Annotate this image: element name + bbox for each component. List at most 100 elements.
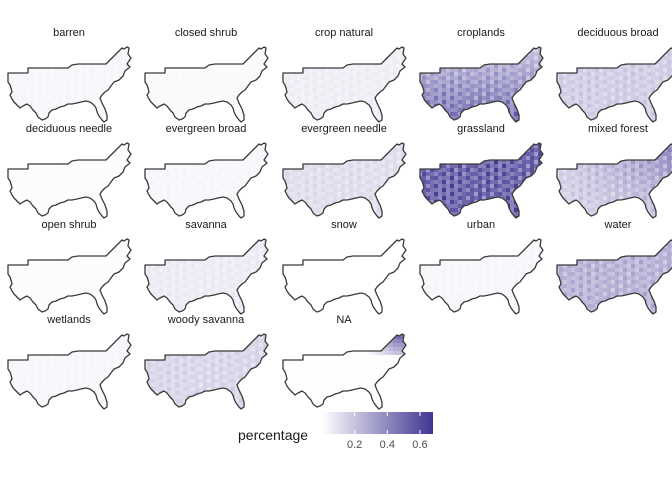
map-cell xyxy=(239,88,244,93)
map-cell xyxy=(579,80,584,85)
map-cell xyxy=(623,80,628,85)
map-cell xyxy=(289,68,294,73)
map-cell xyxy=(591,92,596,97)
map-cell xyxy=(498,88,503,93)
map-cell xyxy=(58,200,63,205)
map-cell xyxy=(353,80,358,85)
map-cell xyxy=(179,212,184,217)
map-cell xyxy=(255,180,260,185)
map-cell xyxy=(466,100,471,105)
map-cell xyxy=(151,188,156,193)
map-cell xyxy=(643,80,648,85)
map-cell xyxy=(22,196,27,201)
map-cell xyxy=(655,52,660,57)
map-cell xyxy=(94,172,99,177)
map-cell xyxy=(58,184,63,189)
map-cell xyxy=(191,184,196,189)
map-cell xyxy=(34,96,39,101)
map-cell xyxy=(506,76,511,81)
map-cell xyxy=(219,184,224,189)
map-cell xyxy=(309,180,314,185)
map-cell xyxy=(526,76,531,81)
map-cell xyxy=(235,100,240,105)
map-cell xyxy=(98,200,103,205)
facet-map xyxy=(556,47,672,123)
map-cell xyxy=(183,80,188,85)
map-cell xyxy=(219,180,224,185)
map-cell xyxy=(179,72,184,77)
map-cell xyxy=(289,47,294,49)
map-cell xyxy=(365,84,370,89)
map-cell xyxy=(438,100,443,105)
map-cell xyxy=(635,112,640,117)
map-cell xyxy=(82,47,87,49)
map-cell xyxy=(239,52,244,57)
map-cell xyxy=(345,108,350,113)
map-cell xyxy=(454,72,459,77)
map-cell xyxy=(187,152,192,157)
map-cell xyxy=(8,47,11,49)
map-cell xyxy=(26,76,31,81)
map-cell xyxy=(22,168,27,173)
map-cell xyxy=(18,188,23,193)
map-cell xyxy=(74,76,79,81)
map-cell xyxy=(235,92,240,97)
map-cell xyxy=(397,176,402,181)
map-cell xyxy=(203,143,208,145)
map-cell xyxy=(203,84,208,89)
map-cell xyxy=(393,168,398,173)
map-cell xyxy=(30,188,35,193)
map-cell xyxy=(377,143,382,145)
map-cell xyxy=(462,100,467,105)
map-cell xyxy=(667,72,672,77)
map-cell xyxy=(155,192,160,197)
map-cell xyxy=(397,180,402,185)
map-cell xyxy=(313,148,318,153)
map-cell xyxy=(263,216,268,218)
map-cell xyxy=(667,96,672,101)
map-cell xyxy=(341,188,346,193)
map-cell xyxy=(22,64,27,69)
map-cell xyxy=(98,172,103,177)
map-cell xyxy=(151,47,156,49)
map-cell xyxy=(163,100,168,105)
map-cell xyxy=(223,112,228,117)
map-cell xyxy=(211,84,216,89)
map-cell xyxy=(66,180,71,185)
map-cell xyxy=(90,184,95,189)
map-cell xyxy=(494,56,499,61)
map-cell xyxy=(255,88,260,93)
map-cell xyxy=(187,84,192,89)
map-cell xyxy=(506,80,511,85)
map-cell xyxy=(341,168,346,173)
map-cell xyxy=(289,80,294,85)
map-cell xyxy=(18,80,23,85)
map-cell xyxy=(313,184,318,189)
map-cell xyxy=(349,196,354,201)
map-cell xyxy=(305,88,310,93)
map-cell xyxy=(510,47,515,49)
map-cell xyxy=(313,152,318,157)
map-cell xyxy=(167,176,172,181)
map-cell xyxy=(393,148,398,153)
map-cell xyxy=(106,204,111,209)
map-cell xyxy=(494,76,499,81)
map-cell xyxy=(559,56,564,61)
map-cell xyxy=(579,112,584,117)
map-cell xyxy=(313,143,318,145)
map-cell xyxy=(203,48,208,53)
map-cell xyxy=(542,48,543,53)
map-cell xyxy=(337,143,342,145)
map-cell xyxy=(514,47,519,49)
map-cell xyxy=(530,52,535,57)
map-cell xyxy=(297,52,302,57)
map-cell xyxy=(325,92,330,97)
map-cell xyxy=(106,96,111,101)
map-cell xyxy=(615,84,620,89)
map-cell xyxy=(86,108,91,113)
map-cell xyxy=(289,112,294,117)
map-cell xyxy=(78,208,83,213)
map-cell xyxy=(147,152,152,157)
map-cell xyxy=(145,216,148,218)
map-cell xyxy=(227,84,232,89)
